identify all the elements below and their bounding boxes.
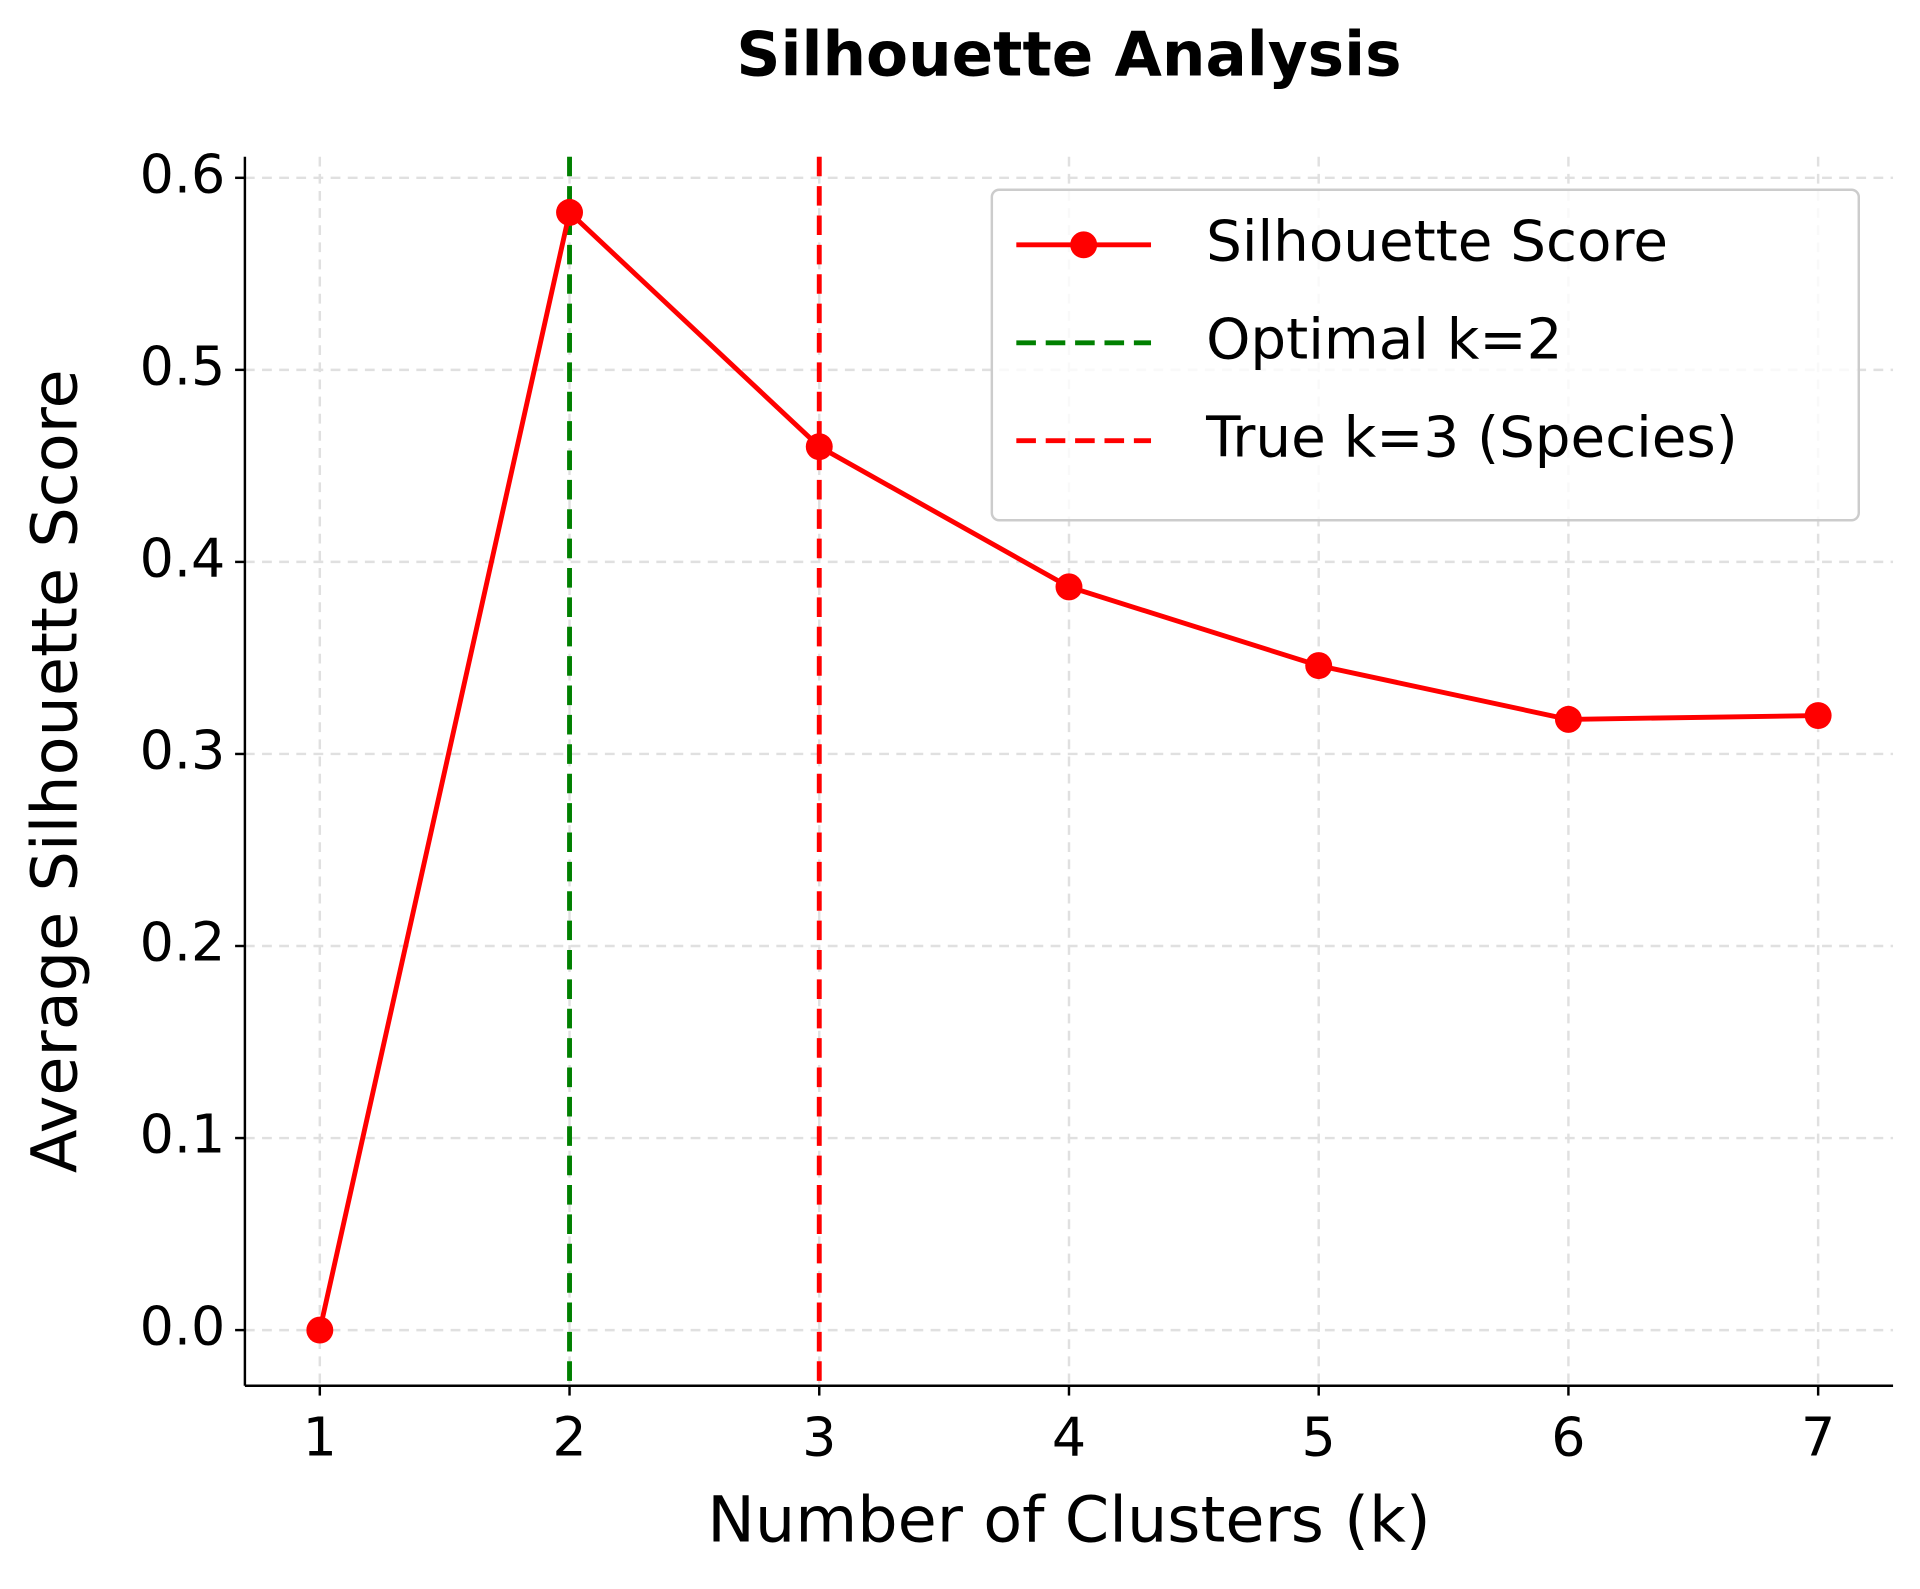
x-tick-label: 1: [303, 1406, 337, 1469]
y-tick-label: 0.0: [140, 1295, 226, 1358]
x-tick-label: 2: [552, 1406, 586, 1469]
y-tick-label: 0.4: [140, 527, 226, 590]
data-point: [1305, 652, 1333, 680]
y-tick-label: 0.2: [140, 911, 226, 974]
legend-marker: [1070, 231, 1098, 259]
legend-label: Silhouette Score: [1206, 209, 1668, 274]
data-point: [1804, 702, 1832, 730]
y-tick-label: 0.5: [140, 335, 226, 398]
x-tick-label: 7: [1801, 1406, 1835, 1469]
data-point: [1554, 705, 1582, 733]
y-axis-label: Average Silhouette Score: [18, 369, 92, 1173]
legend-label: Optimal k=2: [1206, 307, 1562, 372]
data-point: [1055, 573, 1083, 601]
y-tick-label: 0.3: [140, 719, 226, 782]
y-tick-label: 0.6: [140, 142, 226, 205]
x-tick-label: 5: [1302, 1406, 1336, 1469]
chart-title: Silhouette Analysis: [736, 19, 1401, 90]
legend: Silhouette Score Optimal k=2 True k=3 (Spe…: [990, 188, 1860, 522]
x-tick-label: 6: [1551, 1406, 1585, 1469]
legend-box: [990, 188, 1860, 522]
data-point: [805, 433, 833, 461]
x-tick-label: 3: [802, 1406, 836, 1469]
y-tick-label: 0.1: [140, 1103, 226, 1166]
data-point: [306, 1316, 334, 1344]
x-axis-label: Number of Clusters (k): [707, 1484, 1430, 1558]
x-tick-label: 4: [1052, 1406, 1086, 1469]
data-point: [556, 198, 584, 226]
legend-label: True k=3 (Species): [1205, 405, 1738, 470]
